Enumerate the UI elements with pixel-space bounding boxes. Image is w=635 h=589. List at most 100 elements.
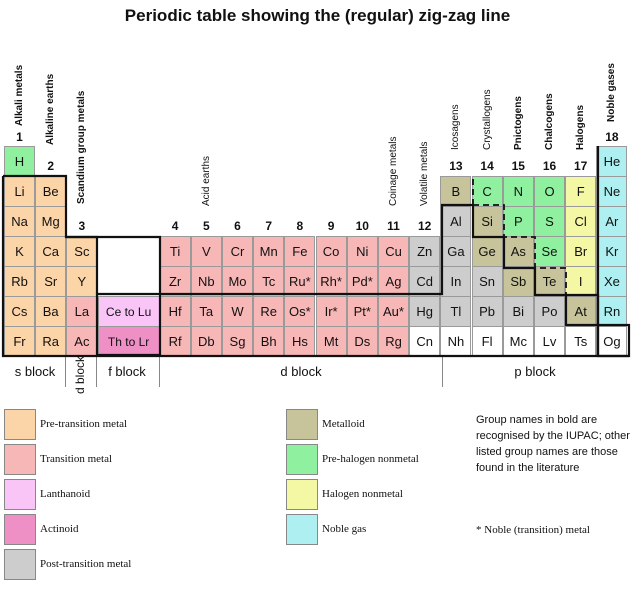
legend-swatch bbox=[286, 514, 318, 545]
element-cell: Ti bbox=[159, 236, 191, 267]
element-cell: Re bbox=[253, 296, 285, 327]
legend-label: Lanthanoid bbox=[40, 488, 91, 500]
group-number: 2 bbox=[47, 159, 55, 173]
group-number: 8 bbox=[296, 219, 304, 233]
element-cell: Cr bbox=[222, 236, 253, 267]
element-cell: Ag bbox=[378, 266, 409, 297]
element-cell: Os* bbox=[284, 296, 316, 327]
group-name-label: Icosagens bbox=[450, 104, 462, 150]
legend-label: Halogen nonmetal bbox=[322, 488, 403, 500]
element-cell: Ni bbox=[346, 236, 378, 267]
element-cell: Ga bbox=[440, 236, 472, 267]
element-cell: Ac bbox=[66, 326, 98, 357]
group-number: 13 bbox=[449, 159, 463, 173]
legend-swatch bbox=[4, 514, 36, 545]
block-divider bbox=[65, 355, 66, 387]
element-cell: Ir* bbox=[315, 296, 347, 327]
element-cell: Cl bbox=[565, 206, 597, 237]
element-cell: Ds bbox=[346, 326, 378, 357]
element-cell: Rb bbox=[4, 266, 35, 297]
element-cell: Cs bbox=[4, 296, 35, 327]
element-cell: Bi bbox=[502, 296, 534, 327]
group-number: 9 bbox=[327, 219, 335, 233]
legend-label: Pre-transition metal bbox=[40, 418, 128, 430]
legend-label: Noble gas bbox=[322, 523, 367, 535]
element-cell: Pb bbox=[471, 296, 503, 327]
element-cell: N bbox=[502, 176, 534, 207]
group-name-label: Crystallogens bbox=[481, 89, 493, 150]
s-block-label: s block bbox=[14, 364, 56, 379]
element-cell: Pd* bbox=[346, 266, 378, 297]
group-number: 10 bbox=[355, 219, 369, 233]
element-cell: Fl bbox=[471, 326, 503, 357]
element-cell: Si bbox=[471, 206, 503, 237]
group-names-note: Group names in bold are recognised by th… bbox=[476, 414, 630, 474]
element-cell: Se bbox=[534, 236, 565, 267]
element-cell: W bbox=[222, 296, 253, 327]
group-number: 16 bbox=[542, 159, 557, 173]
element-cell: Ba bbox=[35, 296, 67, 327]
element-cell: Th to Lr bbox=[97, 326, 160, 357]
element-cell: Br bbox=[565, 236, 597, 267]
element-cell: Tc bbox=[253, 266, 285, 297]
legend-swatch bbox=[4, 444, 36, 475]
element-cell: Ca bbox=[35, 236, 67, 267]
element-cell: Fr bbox=[4, 326, 35, 357]
element-cell: Db bbox=[190, 326, 222, 357]
element-cell: Xe bbox=[596, 266, 628, 297]
element-cell: He bbox=[596, 146, 628, 177]
element-cell: Sr bbox=[35, 266, 67, 297]
d-block-small-label: d block bbox=[73, 355, 87, 394]
element-cell: Cd bbox=[409, 266, 441, 297]
element-cell: Mn bbox=[253, 236, 285, 267]
group-number: 15 bbox=[511, 159, 525, 173]
group-name-label: Noble gases bbox=[606, 63, 618, 122]
element-cell: S bbox=[534, 206, 565, 237]
element-cell: Al bbox=[440, 206, 472, 237]
element-cell: Kr bbox=[596, 236, 628, 267]
element-cell: Nh bbox=[440, 326, 472, 357]
element-cell: Mg bbox=[35, 206, 67, 237]
element-cell: Mo bbox=[222, 266, 253, 297]
f-block-label: f block bbox=[108, 364, 146, 379]
element-cell: Rh* bbox=[315, 266, 347, 297]
element-cell: K bbox=[4, 236, 35, 267]
legend-swatch bbox=[4, 549, 36, 580]
element-cell: Ar bbox=[596, 206, 628, 237]
element-cell: Lv bbox=[534, 326, 565, 357]
element-cell: H bbox=[4, 146, 35, 177]
legend-swatch bbox=[286, 444, 318, 475]
element-cell: Ge bbox=[471, 236, 503, 267]
element-cell: Po bbox=[534, 296, 565, 327]
element-cell: Cu bbox=[378, 236, 409, 267]
legend-swatch bbox=[286, 479, 318, 510]
legend-label: Post-transition metal bbox=[40, 558, 132, 570]
group-name-label: Alkali metals bbox=[14, 64, 25, 126]
group-number: 12 bbox=[418, 219, 432, 233]
element-cell: Au* bbox=[378, 296, 409, 327]
element-cell: Ne bbox=[596, 176, 628, 207]
group-name-label: Pnictogens bbox=[512, 96, 524, 150]
group-name-label: Halogens bbox=[575, 104, 587, 150]
element-cell: Li bbox=[4, 176, 35, 207]
element-cell: I bbox=[565, 266, 597, 297]
block-divider bbox=[96, 355, 97, 387]
element-cell: Mc bbox=[502, 326, 534, 357]
noble-metal-note: * Noble (transition) metal bbox=[476, 524, 590, 536]
element-cell: Rf bbox=[159, 326, 191, 357]
element-cell: C bbox=[471, 176, 503, 207]
element-cell: O bbox=[534, 176, 565, 207]
group-number: 3 bbox=[78, 219, 86, 233]
legend-label: Actinoid bbox=[40, 523, 79, 535]
element-cell: As bbox=[502, 236, 534, 267]
element-cell: V bbox=[190, 236, 222, 267]
legend-label: Transition metal bbox=[40, 453, 113, 465]
p-block-label: p block bbox=[514, 364, 556, 379]
legend-swatch bbox=[4, 409, 36, 440]
element-cell: Hg bbox=[409, 296, 441, 327]
legend-swatch bbox=[286, 409, 318, 440]
group-name-label: Acid earths bbox=[200, 155, 212, 206]
group-number: 18 bbox=[605, 130, 619, 144]
d-block-label: d block bbox=[280, 364, 322, 379]
group-number: 6 bbox=[234, 219, 241, 233]
